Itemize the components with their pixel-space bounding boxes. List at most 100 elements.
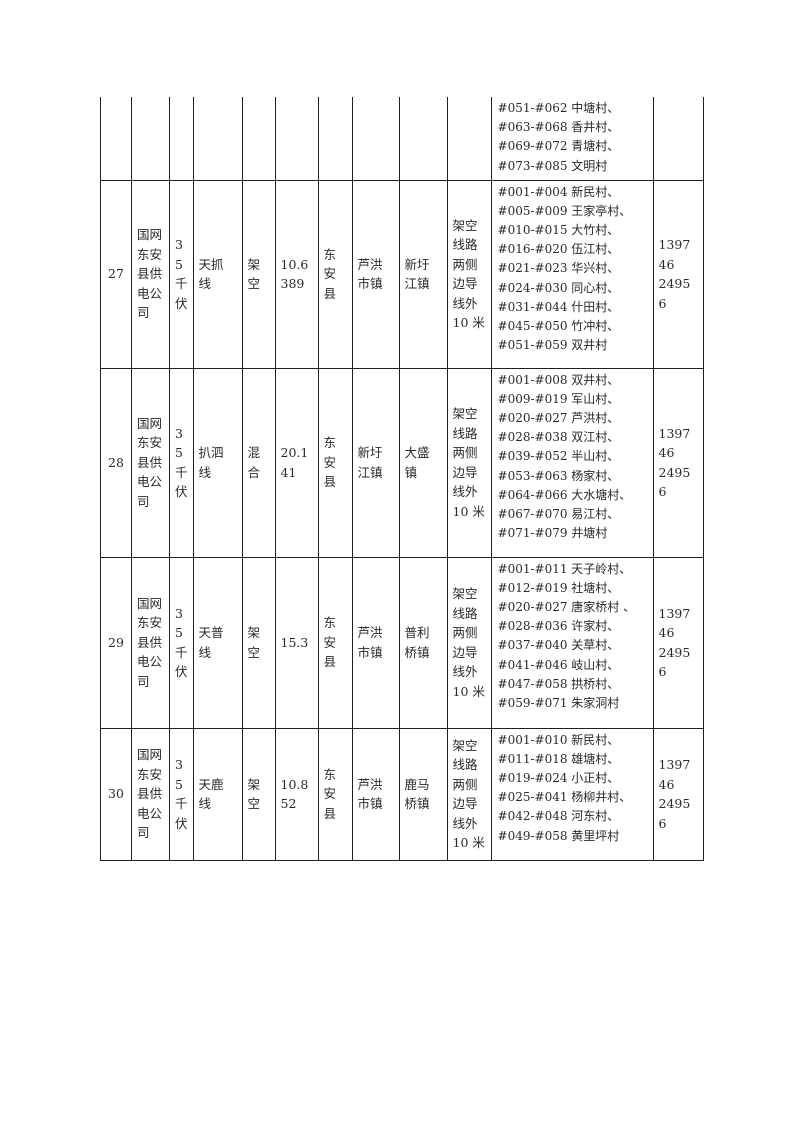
voltage-cell: 3 5 千 伏 bbox=[169, 179, 194, 369]
table-row: #051-#062 中塘村、 #063-#068 香井村、 #069-#072 青塘… bbox=[100, 97, 704, 181]
from-town-cell: 芦洪 市镇 bbox=[351, 556, 400, 729]
village-range: #024-#030 同心村、 bbox=[497, 280, 620, 295]
power-line-table: #051-#062 中塘村、 #063-#068 香井村、 #069-#072 青塘… bbox=[100, 97, 704, 861]
phone-cell: 139746 24956 bbox=[652, 179, 704, 369]
voltage-cell: 3 5 千 伏 bbox=[169, 556, 194, 729]
village-range: #053-#063 杨家村、 bbox=[497, 468, 620, 483]
from-town-cell: 新圩 江镇 bbox=[351, 367, 400, 558]
to-town-cell: 大盛 镇 bbox=[398, 367, 448, 558]
index-cell bbox=[100, 97, 132, 181]
village-range: #059-#071 朱家洞村 bbox=[497, 695, 620, 710]
villages-cell: #001-#010 新民村、 #011-#018 雄塘村、 #019-#024 小正… bbox=[490, 727, 654, 861]
line-name-cell: 天普 线 bbox=[192, 556, 243, 729]
county-cell: 东 安 县 bbox=[317, 179, 353, 369]
village-range: #019-#024 小正村、 bbox=[497, 770, 620, 785]
length-cell: 20.1 41 bbox=[274, 367, 319, 558]
village-range: #064-#066 大水塘村、 bbox=[497, 487, 632, 502]
to-town-cell: 普利 桥镇 bbox=[398, 556, 448, 729]
village-range: #016-#020 伍江村、 bbox=[497, 242, 620, 257]
phone-cell bbox=[652, 97, 704, 181]
village-range: #021-#023 华兴村、 bbox=[497, 261, 620, 276]
line-type-cell bbox=[241, 97, 276, 181]
villages-cell: #051-#062 中塘村、 #063-#068 香井村、 #069-#072 青塘… bbox=[490, 97, 654, 181]
phone-cell: 139746 24956 bbox=[652, 556, 704, 729]
index-cell: 28 bbox=[100, 367, 132, 558]
to-town-cell bbox=[398, 97, 448, 181]
village-range: #045-#050 竹冲村、 bbox=[497, 318, 620, 333]
village-range: #009-#019 军山村、 bbox=[497, 391, 620, 406]
voltage-cell: 3 5 千 伏 bbox=[169, 367, 194, 558]
county-cell: 东 安 县 bbox=[317, 727, 353, 861]
company-cell: 国网 东安 县供 电公 司 bbox=[131, 179, 170, 369]
voltage-cell bbox=[169, 97, 194, 181]
village-range: #073-#085 文明村 bbox=[497, 158, 608, 173]
scope-cell bbox=[446, 97, 492, 181]
county-cell: 东 安 县 bbox=[317, 556, 353, 729]
company-cell: 国网 东安 县供 电公 司 bbox=[131, 556, 170, 729]
villages-cell: #001-#004 新民村、 #005-#009 王家亭村、 #010-#015 大… bbox=[490, 179, 654, 369]
company-cell bbox=[131, 97, 170, 181]
line-type-cell: 架 空 bbox=[241, 727, 276, 861]
length-cell bbox=[274, 97, 319, 181]
village-range: #020-#027 唐家桥村 、 bbox=[497, 599, 636, 614]
village-range: #025-#041 杨柳井村、 bbox=[497, 790, 632, 805]
village-range: #012-#019 社塘村、 bbox=[497, 580, 620, 595]
voltage-cell: 3 5 千 伏 bbox=[169, 727, 194, 861]
village-range: #042-#048 河东村、 bbox=[497, 809, 620, 824]
village-range: #037-#040 关草村、 bbox=[497, 638, 620, 653]
village-range: #005-#009 王家亭村、 bbox=[497, 203, 632, 218]
villages-cell: #001-#011 天子岭村、 #012-#019 社塘村、 #020-#027 唐… bbox=[490, 556, 654, 729]
scope-cell: 架空 线路 两侧 边导 线外 10 米 bbox=[446, 179, 492, 369]
index-cell: 27 bbox=[100, 179, 132, 369]
village-range: #028-#038 双江村、 bbox=[497, 430, 620, 445]
village-range: #001-#004 新民村、 bbox=[497, 184, 620, 199]
village-range: #071-#079 井塘村 bbox=[497, 526, 608, 541]
line-name-cell: 天鹿 线 bbox=[192, 727, 243, 861]
village-range: #011-#018 雄塘村、 bbox=[497, 751, 620, 766]
length-cell: 10.6 389 bbox=[274, 179, 319, 369]
villages-cell: #001-#008 双井村、 #009-#019 军山村、 #020-#027 芦洪… bbox=[490, 367, 654, 558]
length-cell: 10.8 52 bbox=[274, 727, 319, 861]
line-type-cell: 架 空 bbox=[241, 179, 276, 369]
village-range: #047-#058 拱桥村、 bbox=[497, 676, 620, 691]
line-type-cell: 混 合 bbox=[241, 367, 276, 558]
village-range: #041-#046 岐山村、 bbox=[497, 657, 620, 672]
village-range: #049-#058 黄里坪村 bbox=[497, 828, 620, 843]
village-range: #010-#015 大竹村、 bbox=[497, 222, 620, 237]
line-type-cell: 架 空 bbox=[241, 556, 276, 729]
scope-cell: 架空 线路 两侧 边导 线外 10 米 bbox=[446, 367, 492, 558]
line-name-cell bbox=[192, 97, 243, 181]
to-town-cell: 新圩 江镇 bbox=[398, 179, 448, 369]
phone-cell: 139746 24956 bbox=[652, 367, 704, 558]
index-cell: 29 bbox=[100, 556, 132, 729]
line-name-cell: 扒泗 线 bbox=[192, 367, 243, 558]
village-range: #039-#052 半山村、 bbox=[497, 449, 620, 464]
village-range: #031-#044 什田村、 bbox=[497, 299, 620, 314]
village-range: #028-#036 许家村、 bbox=[497, 619, 620, 634]
village-range: #051-#062 中塘村、 bbox=[497, 101, 620, 115]
to-town-cell: 鹿马 桥镇 bbox=[398, 727, 448, 861]
from-town-cell: 芦洪 市镇 bbox=[351, 727, 400, 861]
village-range: #001-#011 天子岭村、 bbox=[497, 561, 632, 576]
from-town-cell: 芦洪 市镇 bbox=[351, 179, 400, 369]
village-range: #069-#072 青塘村、 bbox=[497, 139, 620, 154]
phone-cell: 139746 24956 bbox=[652, 727, 704, 861]
from-town-cell bbox=[351, 97, 400, 181]
county-cell bbox=[317, 97, 353, 181]
scope-cell: 架空 线路 两侧 边导 线外 10 米 bbox=[446, 556, 492, 729]
village-range: #067-#070 易江村、 bbox=[497, 506, 620, 521]
village-range: #063-#068 香井村、 bbox=[497, 120, 620, 135]
company-cell: 国网 东安 县供 电公 司 bbox=[131, 367, 170, 558]
index-cell: 30 bbox=[100, 727, 132, 861]
length-cell: 15.3 bbox=[274, 556, 319, 729]
village-range: #001-#010 新民村、 bbox=[497, 732, 620, 747]
village-range: #051-#059 双井村 bbox=[497, 338, 608, 353]
village-range: #001-#008 双井村、 bbox=[497, 372, 620, 387]
company-cell: 国网 东安 县供 电公 司 bbox=[131, 727, 170, 861]
village-range: #020-#027 芦洪村、 bbox=[497, 410, 620, 425]
scope-cell: 架空 线路 两侧 边导 线外 10 米 bbox=[446, 727, 492, 861]
